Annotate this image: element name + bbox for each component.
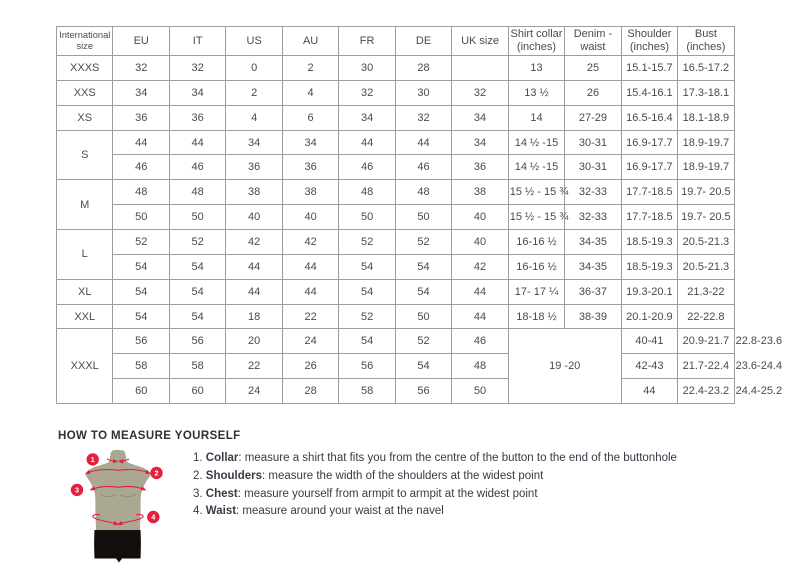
svg-text:2: 2	[154, 469, 158, 478]
svg-text:1: 1	[91, 455, 95, 464]
svg-text:3: 3	[75, 486, 79, 495]
